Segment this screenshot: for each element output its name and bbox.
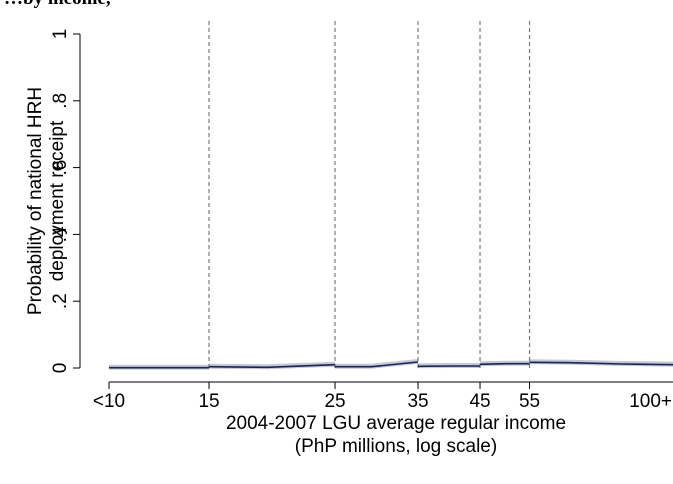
y-tick-label: 0	[50, 363, 71, 374]
x-tick-label: 35	[407, 391, 428, 412]
x-axis-ticks: <10 15 25 35 45 55 100+	[93, 382, 673, 412]
header-fragment: …by income,	[4, 0, 111, 10]
x-tick-label: 15	[198, 391, 219, 412]
series-line-segment	[480, 364, 530, 365]
x-tick-label: 45	[469, 391, 490, 412]
x-axis-label-line2: (PhP millions, log scale)	[295, 436, 497, 457]
y-tick-label: 1	[50, 29, 71, 40]
y-axis-label-line2: deployment receipt	[47, 120, 68, 281]
y-tick-label: .8	[50, 93, 71, 109]
x-tick-label: 100+	[629, 391, 672, 412]
y-axis-label: Probability of national HRH	[25, 87, 46, 315]
x-tick-label: 55	[519, 391, 540, 412]
y-tick-label: .2	[50, 293, 71, 309]
x-tick-label: 25	[324, 391, 345, 412]
x-tick-label: <10	[93, 391, 125, 412]
x-axis-label: 2004-2007 LGU average regular income	[226, 413, 566, 434]
cutoff-lines	[209, 21, 530, 368]
